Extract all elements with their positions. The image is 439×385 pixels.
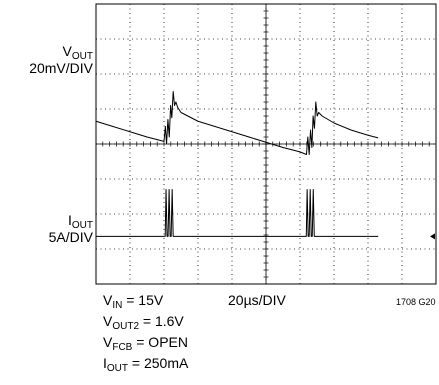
iout-cond-sub: OUT [106, 363, 128, 374]
iout-scale-label: 5A/DIV [48, 229, 93, 245]
iout-cond-value: = 250mA [128, 355, 189, 371]
condition-iout: IOUT = 250mA [103, 355, 189, 375]
iout-label-main: I [68, 212, 72, 228]
vout2-sub: OUT2 [112, 321, 140, 332]
iout-ground-marker [430, 233, 435, 240]
condition-vin: VIN = 15V [103, 292, 164, 312]
timebase-label: 20µs/DIV [228, 292, 286, 308]
vin-value: = 15V [122, 292, 164, 308]
vfcb-value: = OPEN [132, 334, 188, 350]
iout-channel-label: IOUT [68, 212, 93, 232]
graticule [95, 3, 437, 285]
condition-vout2: VOUT2 = 1.6V [103, 313, 184, 333]
vout-label-main: V [62, 43, 72, 59]
vout2-value: = 1.6V [139, 313, 184, 329]
vout2-main: V [103, 313, 113, 329]
iout-label-sub: OUT [71, 220, 93, 231]
figure-code: 1708 G20 [396, 297, 436, 307]
vout-scale-label: 20mV/DIV [29, 60, 93, 76]
traces [95, 91, 435, 240]
vout-channel-label: VOUT [62, 43, 93, 63]
vfcb-main: V [103, 334, 113, 350]
vin-sub: IN [112, 300, 123, 311]
condition-vfcb: VFCB = OPEN [103, 334, 188, 354]
iout-trace [96, 189, 379, 237]
vfcb-sub: FCB [112, 342, 133, 353]
vout-label-sub: OUT [71, 51, 93, 62]
iout-cond-main: I [103, 355, 107, 371]
vin-main: V [103, 292, 113, 308]
vout-trace [95, 91, 379, 155]
